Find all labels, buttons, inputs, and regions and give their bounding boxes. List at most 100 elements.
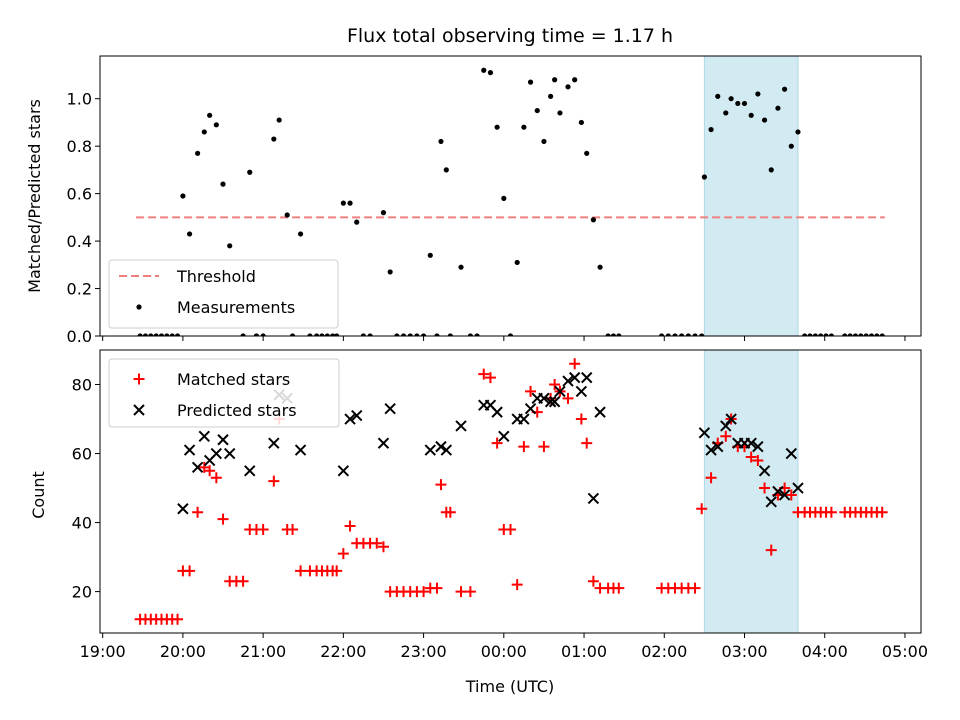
measurement-point bbox=[330, 333, 336, 336]
matched-star-marker bbox=[581, 437, 593, 449]
chart-title: Flux total observing time = 1.17 h bbox=[347, 25, 673, 47]
measurement-point bbox=[775, 105, 781, 111]
measurement-point bbox=[755, 91, 761, 97]
top-highlight-span bbox=[703, 55, 799, 337]
measurement-point bbox=[578, 119, 584, 126]
predicted-star-marker bbox=[581, 371, 593, 384]
measurement-point bbox=[692, 333, 698, 336]
x-tick-label: 05:00 bbox=[882, 642, 928, 661]
matched-star-marker bbox=[435, 479, 447, 491]
x-tick-label: 20:00 bbox=[160, 642, 206, 661]
measurement-point bbox=[610, 333, 617, 336]
predicted-star-marker bbox=[792, 482, 804, 494]
predicted-star-marker bbox=[294, 444, 307, 456]
measurement-point bbox=[699, 333, 705, 336]
matched-star-marker bbox=[538, 441, 550, 453]
predicted-star-marker bbox=[210, 447, 223, 460]
predicted-star-marker bbox=[587, 492, 600, 505]
predicted-star-marker bbox=[217, 434, 229, 446]
measurement-point bbox=[207, 112, 213, 118]
x-tick-label: 22:00 bbox=[320, 642, 366, 661]
x-tick-label: 02:00 bbox=[641, 642, 687, 661]
measurement-point bbox=[447, 333, 453, 336]
measurement-point bbox=[443, 167, 449, 173]
top-y-axis-label: Matched/Predicted stars bbox=[25, 99, 44, 293]
measurement-point bbox=[818, 333, 824, 336]
measurement-point bbox=[434, 333, 440, 336]
measurement-point bbox=[284, 212, 290, 218]
predicted-star-marker bbox=[758, 465, 771, 477]
measurement-point bbox=[340, 200, 346, 206]
top-legend: Threshold Measurements bbox=[108, 259, 339, 329]
bottom-legend: Matched stars Predicted stars bbox=[108, 358, 340, 428]
measurement-point bbox=[672, 333, 678, 336]
measurement-point bbox=[387, 269, 393, 275]
predicted-star-marker bbox=[562, 375, 574, 387]
predicted-star-marker bbox=[133, 404, 145, 416]
top-y-tick-label: 0.6 bbox=[67, 185, 92, 204]
matched-star-marker bbox=[204, 465, 216, 477]
measurement-point bbox=[420, 333, 427, 336]
predicted-star-marker bbox=[778, 489, 791, 501]
measurement-point bbox=[271, 136, 277, 142]
predicted-star-marker bbox=[351, 409, 363, 422]
measurement-point bbox=[334, 333, 340, 336]
matched-star-marker bbox=[287, 523, 299, 535]
matched-star-marker bbox=[518, 441, 530, 453]
measurement-point bbox=[584, 150, 590, 156]
measurement-point bbox=[260, 333, 266, 336]
measurement-point bbox=[467, 333, 473, 336]
matched-star-marker bbox=[268, 475, 280, 487]
predicted-star-marker bbox=[491, 406, 503, 418]
predicted-star-marker bbox=[575, 385, 588, 398]
matched-star-marker bbox=[184, 565, 196, 577]
predicted-star-marker bbox=[765, 496, 777, 508]
bottom-plot-area bbox=[134, 358, 888, 625]
measurement-point bbox=[137, 333, 143, 336]
predicted-star-marker bbox=[455, 420, 467, 432]
measurement-point bbox=[521, 124, 527, 130]
measurement-point bbox=[768, 167, 774, 173]
measurement-point bbox=[319, 333, 325, 336]
matched-star-marker bbox=[172, 613, 184, 625]
measurement-point bbox=[394, 333, 400, 336]
measurement-point bbox=[605, 333, 611, 336]
x-tick-label: 04:00 bbox=[802, 642, 848, 661]
matched-star-marker bbox=[613, 582, 625, 594]
matched-star-marker bbox=[484, 372, 496, 384]
matched-star-marker bbox=[371, 537, 383, 549]
top-y-tick-label: 0.0 bbox=[67, 327, 92, 346]
matched-star-marker bbox=[569, 358, 581, 370]
measurement-point bbox=[164, 333, 170, 336]
matched-star-marker bbox=[587, 575, 599, 587]
measurement-point bbox=[195, 150, 201, 156]
measurement-point bbox=[572, 77, 578, 83]
legend-measurements-label: Measurements bbox=[177, 298, 295, 317]
matched-star-marker bbox=[876, 506, 888, 518]
matched-star-marker bbox=[785, 489, 797, 501]
measurement-point bbox=[400, 333, 407, 336]
measurement-point bbox=[715, 93, 721, 99]
x-tick-label: 23:00 bbox=[401, 642, 447, 661]
matched-star-marker bbox=[825, 506, 837, 518]
measurement-point bbox=[414, 333, 420, 336]
measurement-point bbox=[153, 333, 159, 336]
predicted-star-marker bbox=[183, 444, 196, 456]
predicted-star-marker bbox=[424, 444, 436, 456]
measurement-point bbox=[174, 333, 181, 336]
bottom-panel: 20 40 60 80 19:00 20:00 21:00 22:00 23:00 00:00 01… bbox=[72, 349, 928, 661]
matched-star-marker bbox=[525, 385, 537, 397]
predicted-star-marker bbox=[785, 447, 798, 460]
predicted-star-marker bbox=[518, 413, 530, 425]
measurement-point bbox=[761, 117, 768, 123]
measurement-point bbox=[347, 200, 353, 206]
matched-star-marker bbox=[337, 548, 349, 560]
measurement-point bbox=[213, 122, 219, 128]
measurement-point bbox=[360, 333, 367, 336]
matched-star-marker bbox=[505, 523, 516, 535]
matched-star-marker bbox=[575, 413, 587, 425]
predicted-star-marker bbox=[244, 465, 256, 477]
measurement-point bbox=[253, 333, 260, 336]
x-tick-label: 19:00 bbox=[80, 642, 126, 661]
top-legend-box bbox=[108, 259, 339, 329]
